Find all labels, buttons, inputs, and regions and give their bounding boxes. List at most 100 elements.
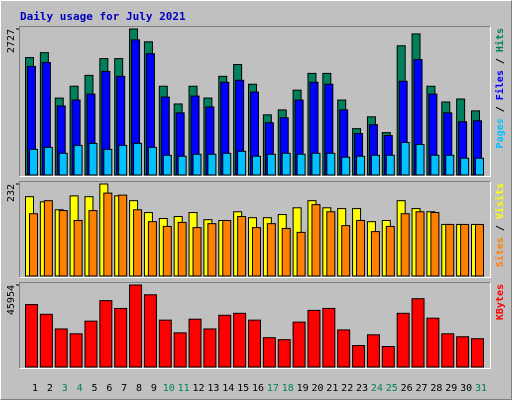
bar	[162, 225, 172, 277]
x-tick-label: 6	[106, 383, 112, 394]
bar	[307, 309, 321, 368]
legend: Pages / Files / Hits	[494, 28, 506, 148]
bar	[222, 219, 232, 277]
bar	[445, 154, 455, 176]
x-tick-label: 14	[222, 383, 234, 394]
x-tick-label: 3	[62, 383, 68, 394]
bar	[281, 152, 291, 176]
x-tick-label: 10	[163, 383, 175, 394]
x-tick-label: 1	[32, 383, 38, 394]
panel-edge-dark	[19, 181, 491, 278]
bar	[400, 213, 410, 277]
legend-separator: /	[495, 100, 506, 118]
bar	[400, 141, 410, 176]
bar	[415, 143, 425, 176]
x-tick-label: 21	[326, 383, 338, 394]
bar	[99, 300, 113, 368]
x-tick-label: 12	[193, 383, 205, 394]
x-tick-label: 20	[311, 383, 323, 394]
legend-separator: /	[495, 219, 506, 237]
x-tick-label: 5	[91, 383, 97, 394]
bar	[133, 142, 143, 176]
bar	[277, 339, 291, 368]
legend-entry: Pages	[495, 118, 506, 148]
bar	[341, 225, 351, 277]
bar	[177, 155, 187, 176]
bar	[162, 154, 172, 176]
bar	[207, 153, 217, 176]
bar	[233, 312, 247, 368]
x-tick-label: 7	[121, 383, 127, 394]
x-tick-label: 4	[77, 383, 83, 394]
x-tick-label: 16	[252, 383, 264, 394]
y-tick-label: 2727	[6, 29, 17, 53]
bar	[54, 328, 68, 368]
bar	[58, 152, 68, 176]
bar	[370, 231, 380, 277]
bar	[266, 223, 276, 277]
bar	[352, 345, 366, 368]
panel-edge-light	[19, 181, 491, 278]
bar	[188, 318, 202, 368]
bar	[29, 213, 38, 277]
x-tick-label: 22	[341, 383, 353, 394]
panel-edge-light	[19, 26, 491, 177]
chart-title: Daily usage for July 2021	[20, 10, 186, 23]
bar	[43, 200, 53, 277]
bar	[370, 154, 380, 176]
bar	[296, 153, 306, 176]
bar	[411, 298, 425, 368]
x-tick-label: 18	[282, 383, 294, 394]
legend-separator: /	[495, 52, 506, 70]
legend: Sites / Visits	[494, 183, 506, 267]
x-tick-label: 19	[297, 383, 309, 394]
bar	[385, 225, 395, 277]
x-tick-label: 11	[178, 383, 190, 394]
bar	[415, 211, 425, 277]
bar	[311, 152, 321, 176]
bar	[177, 221, 187, 277]
bar	[73, 144, 83, 176]
legend-entry: Files	[494, 70, 506, 100]
bar	[445, 223, 455, 277]
bar	[237, 216, 247, 277]
bar	[248, 319, 261, 368]
bar	[262, 337, 276, 368]
bar	[381, 345, 395, 368]
bar	[475, 223, 484, 277]
bar	[252, 227, 261, 277]
bar	[58, 210, 68, 277]
bar	[385, 154, 395, 176]
bar	[281, 227, 291, 277]
bar	[475, 157, 484, 176]
panel-edge-dark	[19, 26, 491, 177]
panel-edge-dark	[19, 282, 491, 369]
bar	[441, 333, 455, 368]
legend: KBytes	[495, 284, 506, 320]
bar	[143, 294, 157, 368]
bar	[326, 152, 336, 176]
bar	[158, 319, 172, 368]
bar	[456, 336, 470, 368]
bar	[326, 211, 336, 277]
bar	[103, 192, 113, 277]
legend-entry: KBytes	[495, 284, 506, 320]
x-tick-label: 31	[475, 383, 487, 394]
bar	[84, 320, 98, 368]
bar	[103, 148, 113, 176]
bar	[118, 194, 128, 277]
bar	[337, 329, 351, 368]
x-tick-label: 13	[207, 383, 219, 394]
x-tick-label: 2	[47, 383, 53, 394]
bar	[366, 334, 380, 368]
bar	[311, 204, 321, 277]
x-tick-label: 28	[430, 383, 442, 394]
bar	[173, 332, 187, 368]
x-tick-label: 29	[445, 383, 457, 394]
bar	[129, 284, 143, 368]
bar	[203, 328, 217, 368]
bar	[218, 314, 232, 368]
y-tick-label: 232	[6, 184, 17, 202]
